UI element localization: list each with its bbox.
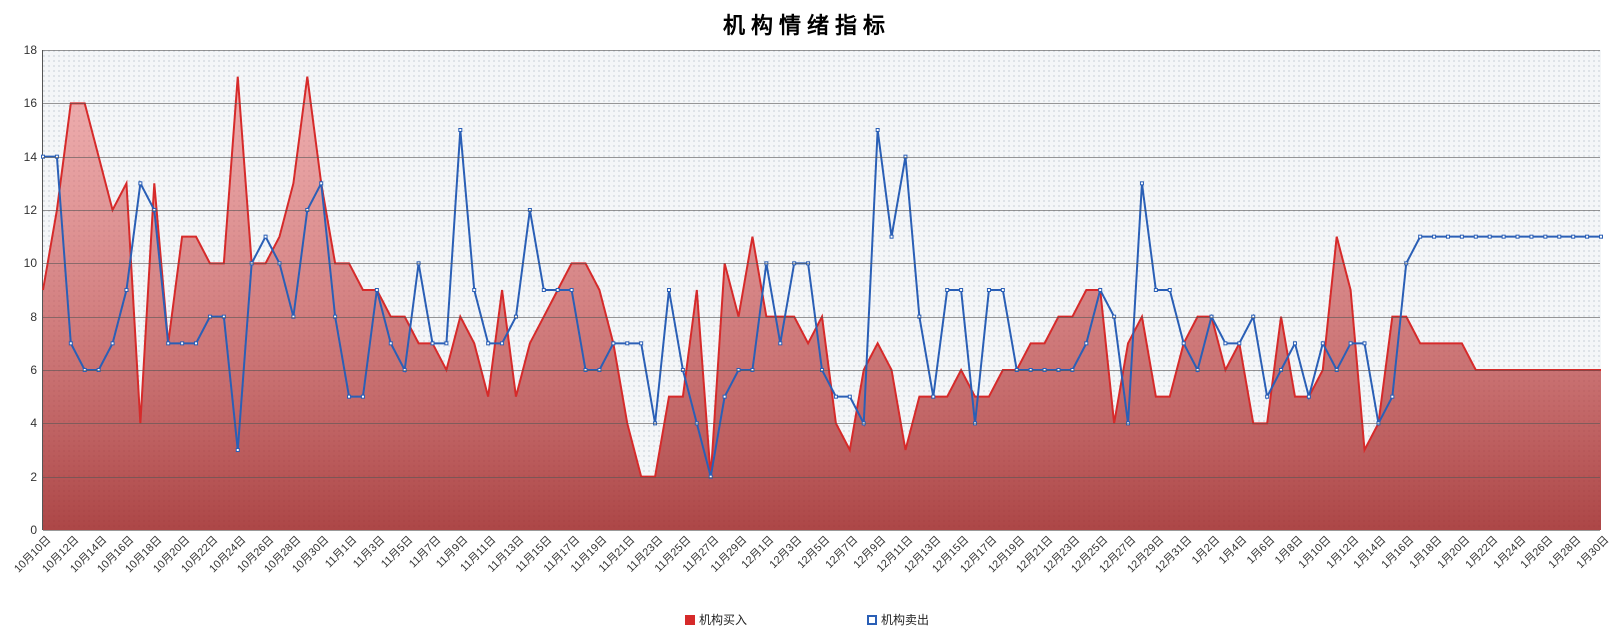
marker-sell bbox=[1558, 235, 1561, 238]
marker-sell bbox=[1600, 235, 1603, 238]
y-tick: 16 bbox=[24, 96, 43, 110]
grid-line bbox=[43, 210, 1600, 211]
marker-sell bbox=[431, 342, 434, 345]
marker-sell bbox=[667, 289, 670, 292]
marker-sell bbox=[1460, 235, 1463, 238]
grid-line bbox=[43, 370, 1600, 371]
marker-sell bbox=[1391, 395, 1394, 398]
marker-sell bbox=[361, 395, 364, 398]
marker-sell bbox=[1544, 235, 1547, 238]
marker-sell bbox=[1307, 395, 1310, 398]
marker-sell bbox=[1099, 289, 1102, 292]
marker-sell bbox=[1238, 342, 1241, 345]
marker-sell bbox=[195, 342, 198, 345]
marker-sell bbox=[445, 342, 448, 345]
marker-sell bbox=[125, 289, 128, 292]
chart-title: 机构情绪指标 bbox=[0, 8, 1614, 40]
marker-sell bbox=[389, 342, 392, 345]
grid-line bbox=[43, 157, 1600, 158]
marker-sell bbox=[487, 342, 490, 345]
marker-sell bbox=[556, 289, 559, 292]
marker-sell bbox=[1293, 342, 1296, 345]
legend: 机构买入 机构卖出 bbox=[0, 611, 1614, 628]
marker-sell bbox=[181, 342, 184, 345]
marker-sell bbox=[320, 182, 323, 185]
marker-sell bbox=[1572, 235, 1575, 238]
marker-sell bbox=[1488, 235, 1491, 238]
marker-sell bbox=[111, 342, 114, 345]
marker-sell bbox=[1586, 235, 1589, 238]
marker-sell bbox=[1530, 235, 1533, 238]
y-tick: 8 bbox=[30, 310, 43, 324]
marker-sell bbox=[542, 289, 545, 292]
marker-sell bbox=[1140, 182, 1143, 185]
marker-sell bbox=[459, 129, 462, 132]
legend-label-buy: 机构买入 bbox=[699, 611, 747, 628]
legend-swatch-sell bbox=[867, 615, 877, 625]
legend-swatch-buy bbox=[685, 615, 695, 625]
grid-line bbox=[43, 50, 1600, 51]
grid-line bbox=[43, 477, 1600, 478]
marker-sell bbox=[1085, 342, 1088, 345]
legend-item-buy: 机构买入 bbox=[685, 611, 747, 628]
sentiment-chart: 机构情绪指标 机构最新买盘数据：6 机构最新卖盘数据：11 0246810121… bbox=[0, 0, 1614, 630]
marker-sell bbox=[139, 182, 142, 185]
marker-sell bbox=[1224, 342, 1227, 345]
grid-line bbox=[43, 423, 1600, 424]
marker-sell bbox=[570, 289, 573, 292]
marker-sell bbox=[946, 289, 949, 292]
chart-svg bbox=[43, 50, 1601, 530]
plot-area: 02468101214161810月10日10月12日10月14日10月16日1… bbox=[42, 50, 1600, 530]
grid-line bbox=[43, 103, 1600, 104]
grid-line bbox=[43, 263, 1600, 264]
marker-sell bbox=[723, 395, 726, 398]
legend-label-sell: 机构卖出 bbox=[881, 611, 929, 628]
marker-sell bbox=[1182, 342, 1185, 345]
marker-sell bbox=[848, 395, 851, 398]
legend-item-sell: 机构卖出 bbox=[867, 611, 929, 628]
marker-sell bbox=[1516, 235, 1519, 238]
y-tick: 18 bbox=[24, 43, 43, 57]
marker-sell bbox=[1433, 235, 1436, 238]
marker-sell bbox=[1363, 342, 1366, 345]
marker-sell bbox=[473, 289, 476, 292]
marker-sell bbox=[1154, 289, 1157, 292]
marker-sell bbox=[1321, 342, 1324, 345]
marker-sell bbox=[960, 289, 963, 292]
y-tick: 10 bbox=[24, 256, 43, 270]
marker-sell bbox=[987, 289, 990, 292]
marker-sell bbox=[612, 342, 615, 345]
marker-sell bbox=[348, 395, 351, 398]
marker-sell bbox=[626, 342, 629, 345]
y-tick: 2 bbox=[30, 470, 43, 484]
marker-sell bbox=[264, 235, 267, 238]
y-tick: 12 bbox=[24, 203, 43, 217]
y-tick: 4 bbox=[30, 416, 43, 430]
marker-sell bbox=[1168, 289, 1171, 292]
marker-sell bbox=[640, 342, 643, 345]
marker-sell bbox=[375, 289, 378, 292]
marker-sell bbox=[932, 395, 935, 398]
marker-sell bbox=[876, 129, 879, 132]
marker-sell bbox=[167, 342, 170, 345]
marker-sell bbox=[1474, 235, 1477, 238]
marker-sell bbox=[69, 342, 72, 345]
y-tick: 6 bbox=[30, 363, 43, 377]
marker-sell bbox=[1001, 289, 1004, 292]
marker-sell bbox=[236, 449, 239, 452]
marker-sell bbox=[779, 342, 782, 345]
grid-line bbox=[43, 317, 1600, 318]
marker-sell bbox=[1502, 235, 1505, 238]
marker-sell bbox=[1266, 395, 1269, 398]
marker-sell bbox=[501, 342, 504, 345]
marker-sell bbox=[890, 235, 893, 238]
marker-sell bbox=[1446, 235, 1449, 238]
marker-sell bbox=[1349, 342, 1352, 345]
marker-sell bbox=[1419, 235, 1422, 238]
marker-sell bbox=[834, 395, 837, 398]
y-tick: 14 bbox=[24, 150, 43, 164]
